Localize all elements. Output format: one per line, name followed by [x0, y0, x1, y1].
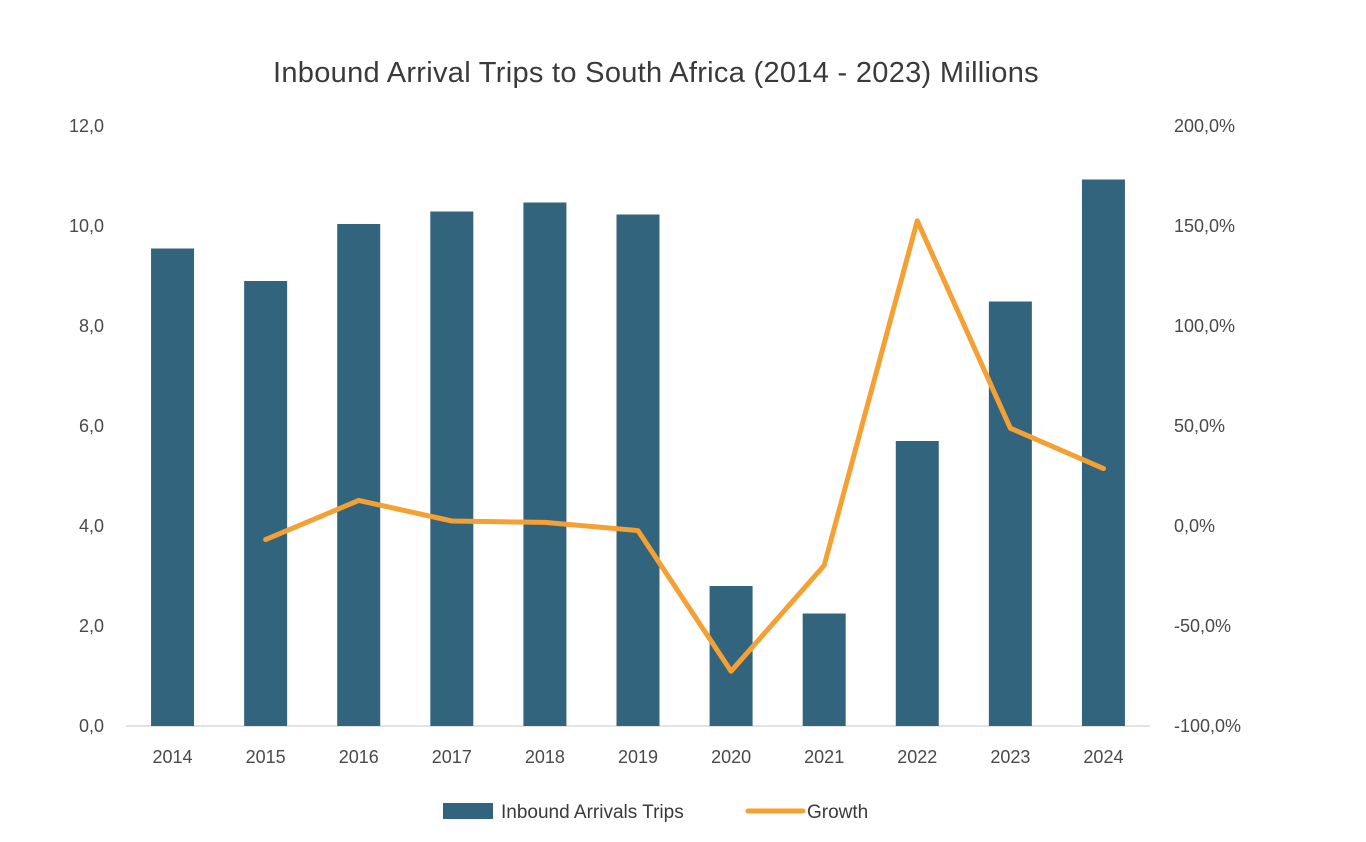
right-axis-tick-label: 200,0%: [1174, 116, 1235, 136]
bar-series: [151, 179, 1125, 726]
x-axis-tick-label: 2021: [804, 747, 844, 767]
x-axis-tick-label: 2018: [525, 747, 565, 767]
x-axis-tick-label: 2022: [897, 747, 937, 767]
x-axis-tick-label: 2017: [432, 747, 472, 767]
legend: Inbound Arrivals Trips Growth: [443, 802, 868, 823]
left-axis-tick-label: 0,0: [79, 716, 104, 736]
bar: [337, 224, 381, 726]
right-axis-tick-label: 50,0%: [1174, 416, 1225, 436]
right-axis-tick-label: 0,0%: [1174, 516, 1215, 536]
growth-line: [263, 218, 1106, 674]
growth-line-series: [263, 218, 1106, 674]
x-axis-tick-label: 2020: [711, 747, 751, 767]
left-axis-tick-label: 4,0: [79, 516, 104, 536]
bar: [151, 248, 195, 726]
x-axis-tick-label: 2015: [246, 747, 286, 767]
bar: [802, 613, 846, 726]
x-axis-tick-label: 2024: [1083, 747, 1123, 767]
bar: [523, 202, 567, 726]
x-axis-tick-label: 2016: [339, 747, 379, 767]
right-axis-tick-label: -100,0%: [1174, 716, 1241, 736]
right-axis-tick-label: 100,0%: [1174, 316, 1235, 336]
legend-bar-swatch: [443, 803, 493, 819]
chart-title: Inbound Arrival Trips to South Africa (2…: [273, 57, 1039, 89]
x-axis: 2014 2015 2016 2017 2018 2019 2020 2021 2022 2023…: [153, 747, 1124, 767]
left-axis-tick-label: 10,0: [69, 216, 104, 236]
bar: [895, 441, 939, 726]
x-axis-tick-label: 2019: [618, 747, 658, 767]
left-axis-tick-label: 8,0: [79, 316, 104, 336]
bar: [1081, 179, 1125, 726]
legend-label-growth: Growth: [807, 802, 868, 823]
right-axis: -100,0% -50,0% 0,0% 50,0% 100,0% 150,0% 200,0%: [1174, 116, 1241, 736]
bar: [988, 301, 1032, 726]
right-axis-tick-label: 150,0%: [1174, 216, 1235, 236]
bar: [430, 211, 474, 726]
bar: [244, 281, 288, 726]
right-axis-tick-label: -50,0%: [1174, 616, 1231, 636]
bar: [616, 214, 660, 726]
left-axis-tick-label: 6,0: [79, 416, 104, 436]
x-axis-tick-label: 2014: [153, 747, 193, 767]
left-axis-tick-label: 12,0: [69, 116, 104, 136]
x-axis-tick-label: 2023: [990, 747, 1030, 767]
left-axis: 0,0 2,0 4,0 6,0 8,0 10,0 12,0: [69, 116, 104, 736]
legend-label-arrivals: Inbound Arrivals Trips: [501, 802, 684, 823]
left-axis-tick-label: 2,0: [79, 616, 104, 636]
